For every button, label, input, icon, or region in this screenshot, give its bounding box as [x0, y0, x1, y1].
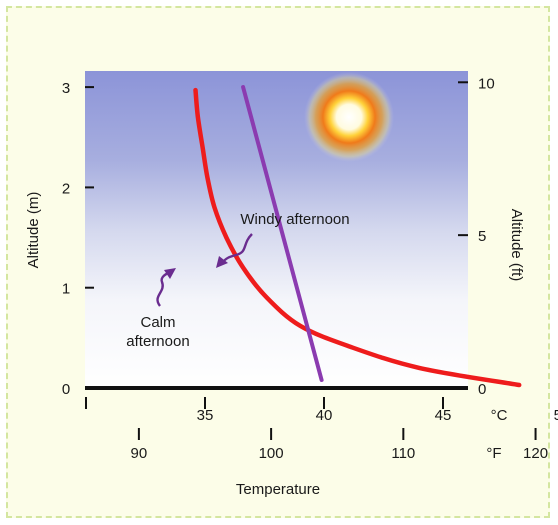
windy-afternoon-line: [241, 85, 324, 382]
y-right-tick-label: 0: [478, 381, 486, 398]
x-celsius-tick-label: 50: [554, 407, 558, 424]
x-celsius-tick-label: 35: [197, 407, 214, 424]
x-fahrenheit-tick-label: 120: [523, 445, 548, 462]
x-unit-fahrenheit: °F: [486, 445, 501, 462]
annotation-calm-line: Calm: [140, 314, 175, 331]
y-right-axis-title: Altitude (ft): [508, 209, 525, 282]
calm-afternoon-line: [193, 87, 522, 388]
x-celsius-tick-label: 40: [316, 407, 333, 424]
y-left-tick-label: 2: [62, 180, 70, 197]
annotation-calm-leader: [156, 270, 171, 307]
x-celsius-tick-label: 45: [435, 407, 452, 424]
y-right-tick-label: 5: [478, 228, 486, 245]
annotation-windy-afternoon: Windy afternoon: [240, 211, 349, 228]
annotation-windy-arrowhead: [216, 256, 228, 268]
annotation-calm-line: afternoon: [126, 333, 189, 350]
y-left-axis-title: Altitude (m): [25, 192, 42, 269]
x-fahrenheit-tick-label: 100: [259, 445, 284, 462]
y-right-tick-label: 10: [478, 75, 495, 92]
y-left-tick-label: 1: [62, 281, 70, 298]
annotation-calm-arrowhead: [164, 268, 176, 279]
sky-background: [85, 71, 468, 389]
y-left-tick-label: 3: [62, 80, 70, 97]
x-unit-celsius: °C: [491, 407, 508, 424]
x-axis-title: Temperature: [236, 481, 320, 498]
y-left-tick-label: 0: [62, 381, 70, 398]
annotation-calm-afternoon: Calm afternoon: [126, 314, 189, 350]
sun-icon: [304, 72, 394, 162]
x-fahrenheit-tick-label: 110: [391, 445, 415, 462]
annotation-windy-leader: [221, 233, 253, 264]
x-fahrenheit-tick-label: 90: [131, 445, 148, 462]
